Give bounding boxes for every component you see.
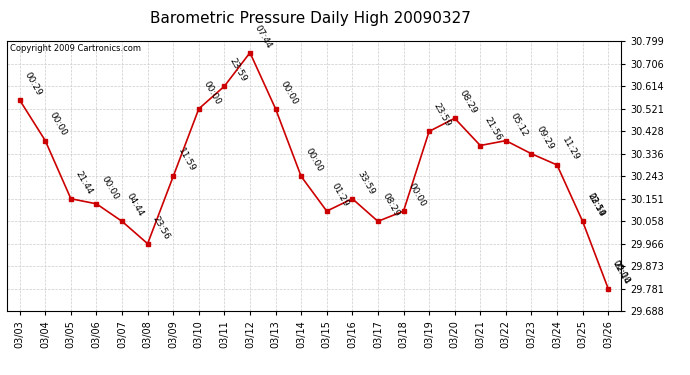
- Text: 02:14: 02:14: [585, 192, 606, 219]
- Text: 23:56: 23:56: [150, 214, 171, 241]
- Text: 00:00: 00:00: [304, 147, 325, 174]
- Text: 00:00: 00:00: [99, 174, 120, 201]
- Text: 09:29: 09:29: [534, 124, 555, 151]
- Text: 04:44: 04:44: [125, 192, 146, 219]
- Text: 11:59: 11:59: [176, 147, 197, 174]
- Text: 11:29: 11:29: [560, 135, 580, 162]
- Text: 01:29: 01:29: [330, 182, 351, 209]
- Text: 05:12: 05:12: [509, 111, 529, 138]
- Text: 00:00: 00:00: [611, 259, 632, 286]
- Text: Copyright 2009 Cartronics.com: Copyright 2009 Cartronics.com: [10, 44, 141, 53]
- Text: 23:59: 23:59: [585, 192, 606, 219]
- Text: 00:00: 00:00: [201, 79, 222, 106]
- Text: 23:59: 23:59: [432, 102, 453, 129]
- Text: 33:59: 33:59: [355, 169, 376, 196]
- Text: Barometric Pressure Daily High 20090327: Barometric Pressure Daily High 20090327: [150, 11, 471, 26]
- Text: 08:29: 08:29: [381, 192, 402, 219]
- Text: 07:44: 07:44: [253, 23, 273, 50]
- Text: 00:00: 00:00: [278, 79, 299, 106]
- Text: 00:00: 00:00: [406, 182, 427, 209]
- Text: 21:56: 21:56: [483, 116, 504, 143]
- Text: 22:14: 22:14: [611, 259, 631, 286]
- Text: 00:00: 00:00: [48, 111, 69, 138]
- Text: 00:29: 00:29: [23, 70, 43, 97]
- Text: 21:44: 21:44: [74, 170, 95, 196]
- Text: 23:59: 23:59: [227, 57, 248, 83]
- Text: 08:29: 08:29: [457, 89, 478, 116]
